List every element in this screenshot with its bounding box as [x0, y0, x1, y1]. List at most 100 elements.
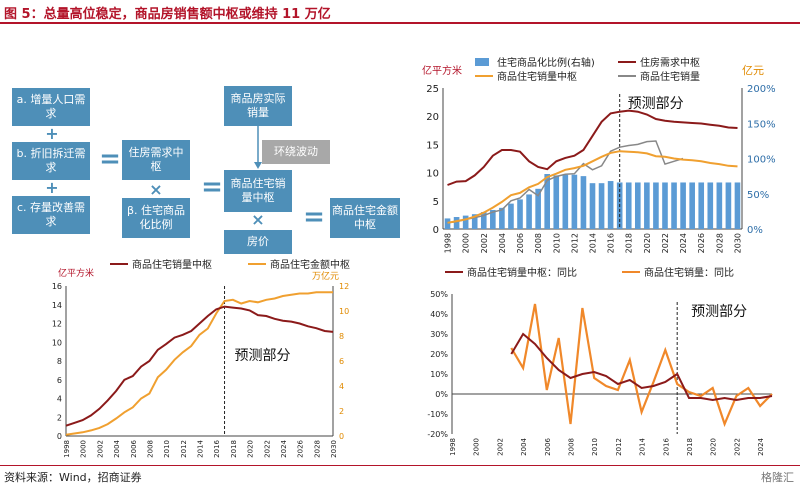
- ratio-bar: [517, 199, 523, 229]
- equals-sign-1: =: [99, 144, 121, 174]
- ratio-bar: [734, 182, 741, 229]
- y-right-tick: 50%: [747, 190, 769, 201]
- y-tick: 30%: [430, 330, 448, 339]
- y-left-label: 亿平方米: [58, 267, 94, 279]
- series-volume-yoy-line: [510, 303, 773, 428]
- x-tick: 2020: [247, 440, 255, 458]
- x-tick: 2028: [313, 440, 321, 458]
- y-right-tick: 0: [339, 432, 344, 441]
- title-rule: [0, 22, 800, 24]
- ratio-bar: [662, 182, 668, 229]
- times-sign-2: ×: [251, 210, 265, 229]
- ratio-bar: [544, 174, 551, 229]
- box-commercialization-ratio: β. 住宅商品化比例: [122, 198, 190, 238]
- ratio-bar: [562, 174, 569, 229]
- x-tick: 2012: [570, 233, 579, 253]
- y-left-tick: 10: [426, 169, 439, 180]
- x-tick: 2026: [297, 439, 305, 457]
- footer-rule: [0, 465, 800, 466]
- x-tick: 2002: [480, 233, 489, 253]
- x-tick: 2020: [643, 233, 652, 253]
- ratio-bar: [580, 176, 587, 229]
- y-left-tick: 14: [52, 301, 62, 310]
- box-population-demand: a. 增量人口需求: [12, 88, 90, 126]
- ratio-bar: [671, 182, 677, 229]
- x-tick: 2022: [661, 233, 670, 253]
- x-tick: 2018: [230, 440, 238, 458]
- y-right-tick: 100%: [747, 155, 776, 166]
- x-tick: 2006: [130, 439, 138, 457]
- forecast-annotation: 预测部分: [235, 348, 291, 364]
- x-tick: 2012: [180, 440, 188, 458]
- ratio-bar: [644, 182, 650, 229]
- box-sales-value-center: 商品住宅金额中枢: [330, 198, 400, 238]
- ratio-bar: [716, 182, 723, 229]
- x-tick: 2002: [96, 440, 104, 458]
- x-tick: 2000: [473, 438, 481, 456]
- y-tick: 10%: [430, 370, 448, 379]
- y-left-tick: 25: [426, 84, 439, 95]
- legend-demand-center-label: 住房需求中枢: [640, 56, 700, 69]
- ratio-bar: [707, 182, 714, 229]
- x-tick: 2012: [615, 438, 623, 456]
- ratio-bar: [598, 183, 605, 229]
- x-tick: 2022: [263, 440, 271, 458]
- x-tick: 2030: [733, 233, 742, 253]
- y-left-label: 亿平方米: [422, 64, 462, 77]
- chart-bottom-right: 商品住宅销量中枢：同比 商品住宅销量：同比 -20% -10% 0% 10% 20% 30% 4…: [427, 266, 773, 456]
- x-tick: 2004: [498, 233, 507, 253]
- x-tick: 2010: [591, 438, 599, 456]
- x-tick: 1998: [63, 440, 71, 458]
- x-tick: 2002: [496, 438, 504, 456]
- ratio-bar: [490, 209, 496, 229]
- ratio-bar: [526, 194, 532, 229]
- figure-title: 图 5：总量高位稳定，商品房销售额中枢或维持 11 万亿: [4, 7, 331, 22]
- ratio-bar: [625, 182, 632, 229]
- ratio-bar: [453, 217, 460, 229]
- y-tick: 50%: [430, 290, 448, 299]
- forecast-annotation: 预测部分: [628, 96, 684, 112]
- x-tick: 2006: [516, 233, 525, 253]
- box-fluctuation: 环绕波动: [262, 140, 330, 164]
- y-tick: 0%: [435, 390, 448, 399]
- x-tick: 2008: [534, 233, 543, 253]
- ratio-bar: [634, 182, 641, 229]
- x-tick: 2000: [462, 233, 471, 253]
- ratio-bar: [480, 212, 487, 229]
- x-tick: 1998: [449, 438, 457, 456]
- x-tick: 2026: [697, 233, 706, 253]
- series-value-center-line: [65, 291, 333, 436]
- y-right-tick: 12: [339, 282, 349, 291]
- y-left-tick: 8: [57, 357, 62, 366]
- y-left-tick: 10: [52, 338, 62, 347]
- x-tick: 2016: [607, 233, 616, 253]
- ratio-bar: [553, 175, 560, 229]
- legend-volume-center-yoy-label: 商品住宅销量中枢：同比: [467, 266, 577, 279]
- y-tick: -20%: [427, 430, 448, 439]
- ratio-bar: [607, 181, 614, 229]
- series-volume-center-line: [65, 305, 334, 427]
- x-tick: 1998: [444, 233, 453, 253]
- series-volume-center-line: [447, 150, 738, 224]
- legend-value-center-label: 商品住宅金额中枢: [270, 258, 350, 271]
- y-right-tick: 6: [339, 357, 344, 366]
- ratio-bar: [571, 174, 578, 229]
- y-right-tick: 4: [339, 382, 344, 391]
- y-tick: -10%: [427, 410, 448, 419]
- source-note: 资料来源：Wind，招商证券: [4, 471, 142, 484]
- legend-volume-center-label: 商品住宅销量中枢: [497, 70, 577, 83]
- y-right-tick: 200%: [747, 84, 776, 95]
- y-right-tick: 150%: [747, 119, 776, 130]
- ratio-bar: [653, 182, 659, 229]
- x-tick: 2008: [146, 440, 154, 458]
- x-tick: 2004: [113, 439, 121, 457]
- watermark: 格隆汇: [761, 471, 794, 484]
- y-right-tick: 8: [339, 332, 344, 341]
- ratio-bar: [535, 188, 541, 229]
- box-demolition-demand: b. 折旧拆迁需求: [12, 142, 90, 180]
- y-tick: 20%: [430, 350, 448, 359]
- x-tick: 2018: [686, 438, 694, 456]
- box-improvement-demand: c. 存量改善需求: [12, 196, 90, 234]
